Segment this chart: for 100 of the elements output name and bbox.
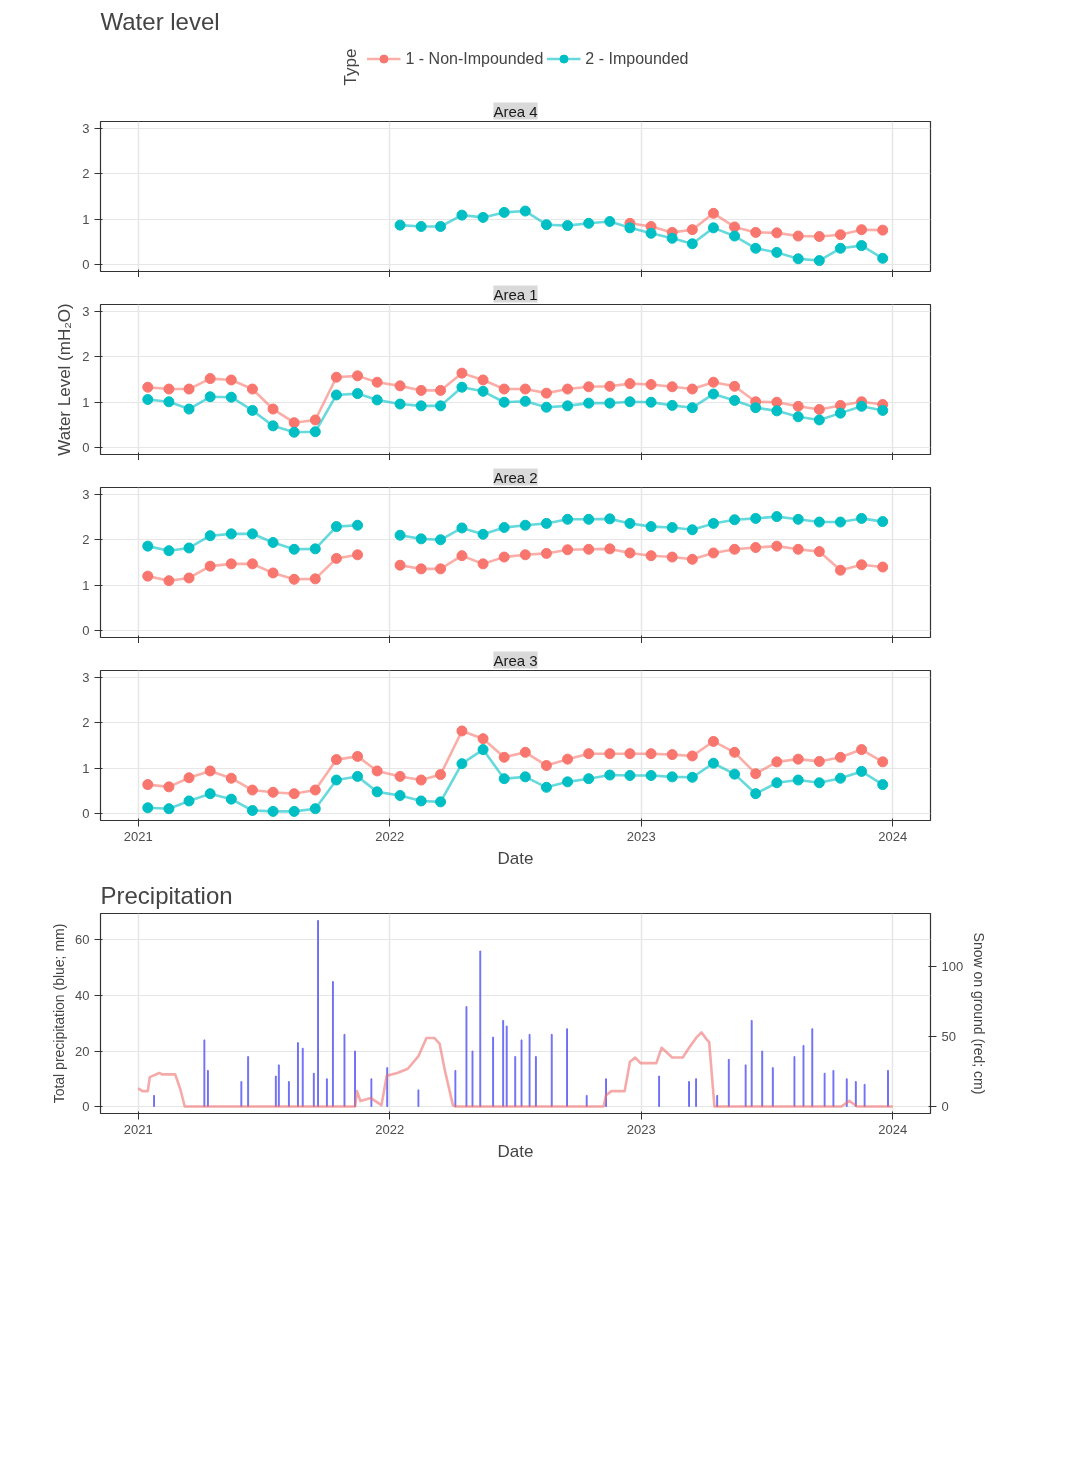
point [435, 400, 447, 412]
point [771, 777, 783, 789]
point [666, 771, 678, 783]
point [456, 522, 468, 534]
point [856, 559, 868, 571]
point [707, 207, 719, 219]
point [624, 378, 636, 390]
point [856, 400, 868, 412]
point [686, 224, 698, 236]
y-tick-label: 0 [82, 440, 90, 456]
point [645, 396, 657, 408]
y2-tick-label: 100 [941, 959, 964, 975]
point [477, 558, 489, 570]
point [771, 246, 783, 258]
point [624, 396, 636, 408]
point [456, 758, 468, 770]
point [540, 547, 552, 559]
chart-title: Precipitation [100, 881, 233, 909]
point [624, 222, 636, 234]
point [246, 528, 258, 540]
point [519, 549, 531, 561]
point [394, 559, 406, 571]
point [813, 777, 825, 789]
point [415, 384, 427, 396]
point [604, 380, 616, 392]
point [352, 388, 364, 400]
point [415, 563, 427, 575]
point [415, 533, 427, 545]
point [183, 795, 195, 807]
point [415, 774, 427, 786]
point [435, 534, 447, 546]
point [856, 224, 868, 236]
point [707, 547, 719, 559]
point [394, 380, 406, 392]
point [267, 805, 279, 817]
point [686, 238, 698, 250]
x-tick-label: 2021 [123, 1121, 153, 1137]
point [562, 544, 574, 556]
point [707, 222, 719, 234]
point [707, 757, 719, 769]
point [583, 381, 595, 393]
point [163, 803, 175, 815]
point [604, 513, 616, 525]
point [877, 516, 889, 528]
point [309, 414, 321, 426]
point [750, 402, 762, 414]
y2-axis-title: Snow on ground (red; cm) [971, 932, 988, 1095]
chart-subtitle: Area 2 [493, 468, 538, 486]
point [142, 381, 154, 393]
point [477, 385, 489, 397]
point [435, 796, 447, 808]
point [435, 221, 447, 232]
point [415, 795, 427, 807]
x-tick-label: 2022 [375, 1121, 405, 1137]
point [142, 570, 154, 582]
x-tick-label: 2022 [375, 828, 405, 844]
point [729, 543, 741, 555]
point [330, 774, 342, 786]
point [540, 219, 552, 231]
point [225, 558, 237, 570]
point [456, 367, 468, 379]
legend-label: 1 - Non-Impounded [405, 49, 544, 68]
point [142, 394, 154, 405]
point [792, 400, 804, 412]
y2-tick-label: 0 [941, 1099, 949, 1115]
legend-label: 2 - Impounded [585, 49, 689, 68]
point [267, 420, 279, 432]
point [792, 253, 804, 265]
point [877, 404, 889, 416]
point [394, 790, 406, 801]
y-tick-label: 0 [82, 257, 90, 273]
point [498, 206, 510, 218]
point [562, 513, 574, 525]
point [540, 401, 552, 413]
point [288, 426, 300, 438]
point [834, 242, 846, 254]
point [729, 514, 741, 526]
point [583, 748, 595, 760]
point [771, 540, 783, 552]
point [352, 370, 364, 382]
point [856, 240, 868, 252]
point [477, 374, 489, 386]
point [707, 517, 719, 529]
point [624, 547, 636, 559]
y-tick-label: 60 [75, 932, 90, 948]
point [435, 769, 447, 781]
point [142, 802, 154, 814]
point [183, 383, 195, 395]
point [163, 545, 175, 557]
point [834, 751, 846, 763]
point [435, 384, 447, 396]
point [707, 388, 719, 400]
point [583, 543, 595, 555]
point [686, 402, 698, 414]
point [204, 530, 216, 542]
point [583, 217, 595, 229]
point [371, 786, 383, 798]
point [330, 754, 342, 766]
point [267, 567, 279, 579]
point [877, 779, 889, 791]
